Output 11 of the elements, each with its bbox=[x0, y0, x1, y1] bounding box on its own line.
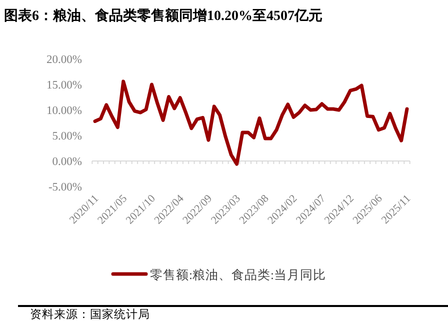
y-tick-label: 10.00% bbox=[46, 105, 82, 117]
y-tick-label: 0.00% bbox=[52, 156, 82, 168]
y-tick-label: 5.00% bbox=[52, 130, 82, 142]
text: 资料来源：国家统计局 bbox=[30, 307, 150, 321]
chart-title: 图表6：粮油、食品类零售额同增10.20%至4507亿元 bbox=[4, 7, 322, 24]
y-tick-label: -5.00% bbox=[48, 182, 82, 194]
y-tick-label: 20.00% bbox=[46, 54, 82, 66]
line-series bbox=[93, 80, 409, 166]
legend: 零售额:粮油、食品类:当月同比 bbox=[111, 268, 326, 282]
y-tick-label: 15.00% bbox=[46, 80, 82, 92]
legend-label: 零售额:粮油、食品类:当月同比 bbox=[150, 268, 326, 282]
